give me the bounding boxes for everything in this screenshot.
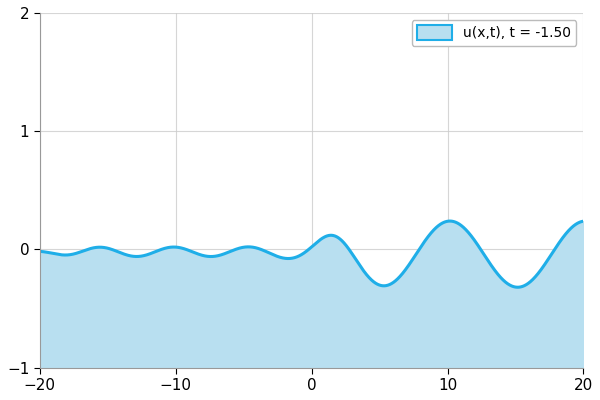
Legend: u(x,t), t = -1.50: u(x,t), t = -1.50 — [412, 20, 577, 46]
